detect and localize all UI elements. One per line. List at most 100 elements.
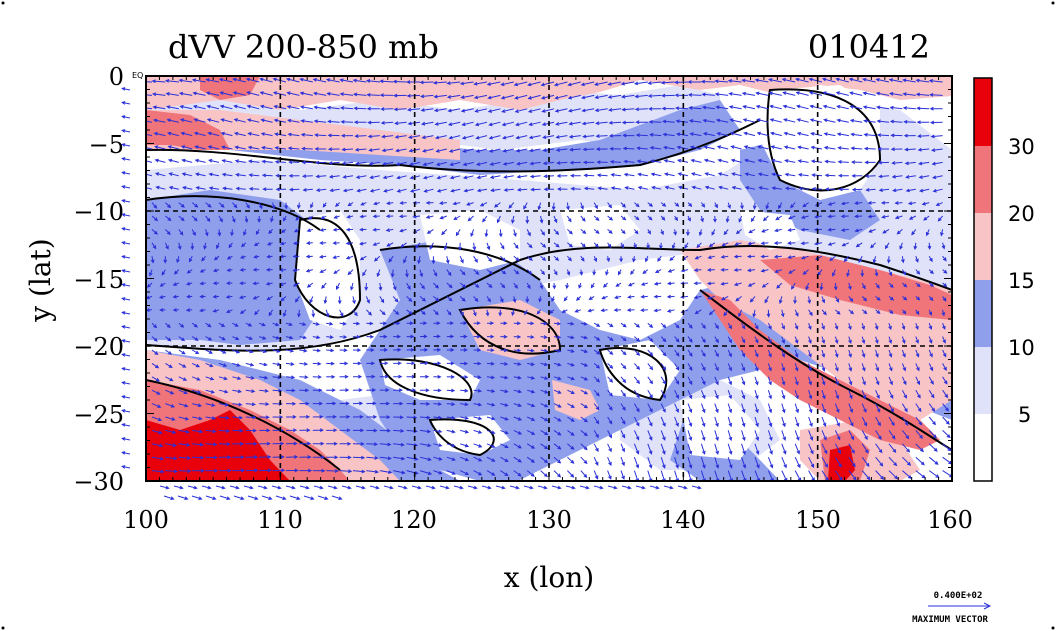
lat-lon-grid	[146, 76, 952, 481]
wind-vector-arrow	[393, 374, 403, 379]
wind-vector-arrow	[649, 132, 662, 137]
wind-vector-arrow	[419, 347, 429, 352]
wind-vector-arrow	[903, 133, 916, 138]
wind-vector-arrow	[332, 241, 340, 245]
wind-vector-arrow	[781, 430, 787, 442]
wind-vector-arrow	[741, 376, 746, 386]
wind-vector-arrow	[595, 121, 608, 126]
wind-vector-arrow	[555, 135, 568, 139]
wind-vector-arrow	[500, 375, 509, 380]
wind-vector-arrow	[733, 254, 742, 259]
wind-vector-arrow	[693, 281, 702, 286]
x-tick-label: 140	[660, 506, 706, 534]
wind-vector-arrow	[633, 443, 640, 455]
wind-vector-arrow	[861, 376, 866, 386]
wind-vector-arrow	[312, 414, 324, 419]
wind-vector-arrow	[687, 349, 693, 357]
wind-vector-arrow	[245, 349, 254, 354]
wind-vector-arrow	[743, 131, 756, 137]
wind-vector-arrow	[526, 443, 536, 449]
wind-vector-arrow	[461, 121, 474, 127]
wind-vector-arrow	[595, 147, 608, 151]
wind-vector-arrow	[347, 269, 354, 276]
wind-vector-arrow	[473, 443, 483, 448]
wind-vector-arrow	[633, 430, 640, 441]
wind-vector-arrow	[373, 201, 380, 206]
wind-vector-arrow	[863, 146, 876, 151]
wind-vector-arrow	[265, 281, 273, 286]
wind-vector-arrow	[180, 131, 193, 137]
wind-vector-arrow	[473, 361, 482, 366]
wind-vector-arrow	[503, 175, 514, 179]
wind-vector-arrow	[173, 485, 184, 490]
colorbar-segment-10-15	[974, 280, 992, 347]
wind-vector-arrow	[300, 105, 313, 110]
wind-vector-arrow	[620, 416, 626, 425]
wind-vector-arrow	[875, 336, 879, 344]
wind-vector-arrow	[218, 77, 233, 83]
wind-vector-arrow	[193, 118, 206, 123]
wind-vector-arrow	[433, 443, 443, 447]
wind-vector-arrow	[149, 269, 153, 277]
wind-vector-arrow	[928, 456, 939, 465]
wind-vector-arrow	[513, 242, 519, 249]
wind-vector-arrow	[738, 215, 743, 223]
wind-vector-arrow	[399, 228, 407, 233]
wind-vector-arrow	[151, 416, 163, 422]
wind-vector-arrow	[927, 242, 932, 250]
wind-vector-arrow	[312, 361, 322, 366]
wind-vector-arrow	[674, 202, 680, 207]
wind-vector-arrow	[881, 215, 890, 219]
wind-vector-arrow	[765, 202, 770, 210]
wind-vector-arrow	[687, 336, 693, 343]
wind-vector-arrow	[419, 415, 431, 420]
wind-vector-arrow	[306, 282, 314, 288]
wind-vector-arrow	[379, 388, 390, 392]
wind-vector-arrow	[173, 269, 180, 275]
wind-vector-arrow	[620, 470, 625, 480]
wind-vector-arrow	[379, 442, 392, 447]
wind-vector-arrow	[436, 175, 447, 180]
wind-vector-arrow	[861, 336, 866, 345]
wind-vector-arrow	[246, 118, 260, 123]
wind-vector-arrow	[794, 443, 800, 455]
wind-vector-arrow	[191, 336, 199, 341]
wind-vector-arrow	[178, 429, 190, 434]
wind-vector-arrow	[769, 104, 782, 110]
wind-vector-arrow	[259, 77, 273, 83]
wind-vector-arrow	[677, 172, 689, 177]
wind-vector-arrow	[634, 215, 640, 221]
wind-vector-arrow	[555, 121, 568, 126]
wind-vector-arrow	[396, 188, 407, 193]
wind-vector-arrow	[383, 485, 394, 490]
wind-vector-arrow	[178, 229, 184, 236]
wind-vector-arrow	[714, 443, 719, 455]
wind-vector-arrow	[449, 175, 461, 180]
wind-vector-arrow	[460, 321, 468, 326]
wind-vector-arrow	[593, 363, 601, 369]
wind-vector-arrow	[460, 416, 469, 420]
wind-vector-arrow	[288, 160, 300, 165]
vector-key-label: MAXIMUM VECTOR	[912, 615, 988, 625]
wind-vector-arrow	[707, 255, 715, 260]
wind-vector-arrow	[787, 241, 796, 245]
wind-vector-arrow	[849, 118, 863, 123]
wind-vector-arrow	[473, 94, 488, 100]
wind-vector-arrow	[293, 228, 300, 233]
wind-vector-arrow	[232, 362, 241, 367]
wind-vector-arrow	[787, 228, 796, 232]
wind-vector-arrow	[647, 202, 654, 207]
wind-vector-arrow	[312, 428, 325, 433]
wind-vector-arrow	[701, 92, 715, 97]
wind-vector-arrow	[339, 455, 352, 460]
wind-vector-arrow	[660, 349, 667, 357]
wind-vector-arrow	[829, 255, 836, 262]
wind-vector-arrow	[315, 188, 327, 192]
wind-vector-arrow	[540, 416, 549, 422]
wind-vector-arrow	[580, 403, 589, 409]
wind-vector-arrow	[578, 282, 582, 289]
wind-vector-arrow	[146, 282, 153, 288]
wind-vector-arrow	[379, 361, 389, 366]
wind-vector-arrow	[823, 132, 836, 137]
wind-vector-arrow	[353, 361, 362, 366]
